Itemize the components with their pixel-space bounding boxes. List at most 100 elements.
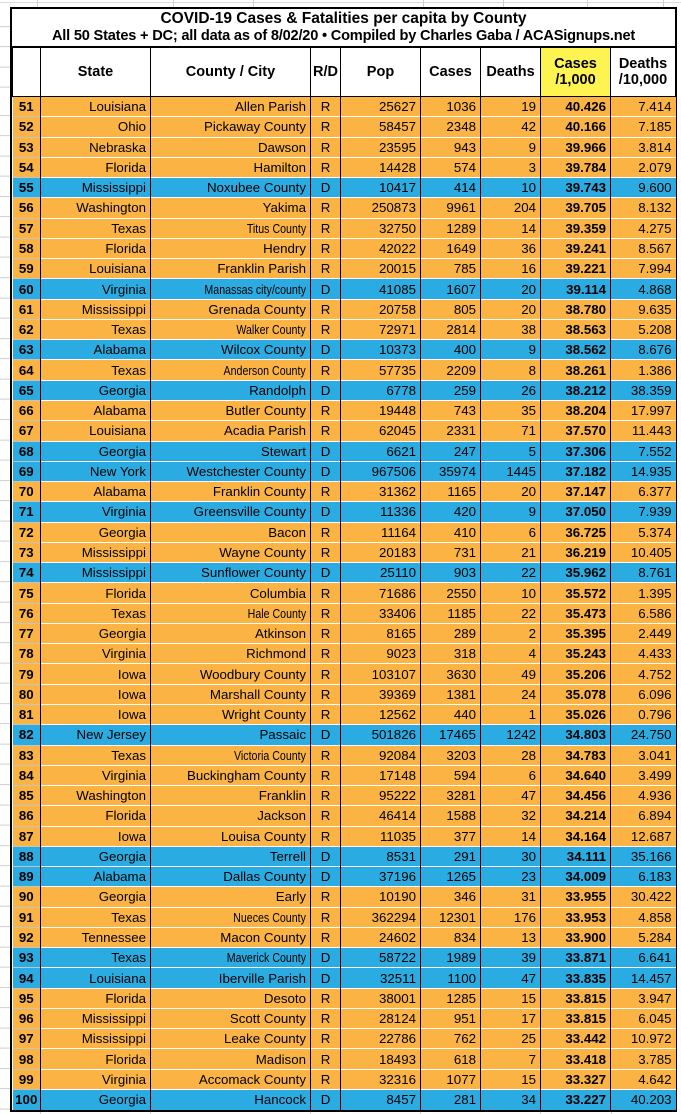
cell-rank: 94 [12,967,41,989]
cell-cases_per_1000: 38.563 [540,318,611,340]
cell-state: Texas [40,906,151,928]
cell-deaths: 24 [480,683,541,705]
cell-cases: 574 [420,156,481,178]
cell-cases: 2814 [420,318,481,340]
cell-state: Georgia [40,521,151,543]
cell-pop: 11035 [340,825,421,847]
table-header-row: State County / City R/D Pop Cases Deaths Cases… [12,47,676,97]
cell-deaths: 14 [480,217,541,239]
cell-party: R [310,116,341,138]
cell-pop: 8165 [340,622,421,644]
column-header-rank [12,47,41,97]
cell-pop: 103107 [340,663,421,685]
cell-county: Columbia [150,582,311,604]
cell-deaths: 15 [480,987,541,1009]
cell-pop: 25110 [340,562,421,583]
cell-rank: 53 [12,136,41,158]
cell-pop: 58457 [340,116,421,138]
cell-pop: 62045 [340,420,421,442]
cell-state: Iowa [40,663,151,685]
cell-cases_per_1000: 35.572 [540,582,611,604]
cell-rank: 81 [12,703,41,725]
cell-party: D [310,177,341,198]
cell-cases_per_1000: 33.815 [540,1007,611,1029]
cell-cases: 1588 [420,805,481,827]
cell-cases: 1381 [420,683,481,705]
cell-state: Alabama [40,481,151,502]
table-row: 76 Texas Hale County R 33406 1185 22 35.473 6.58… [12,602,676,624]
cell-pop: 22786 [340,1028,421,1049]
cell-party: D [310,278,341,300]
cell-rank: 97 [12,1028,41,1049]
cell-rank: 62 [12,318,41,340]
table-row: 70 Alabama Franklin County R 31362 1165 20 37.1… [12,481,676,502]
cell-deaths: 4 [480,643,541,664]
cell-deaths_per_10000: 40.203 [610,1089,676,1110]
cell-party: R [310,298,341,320]
cell-pop: 20758 [340,298,421,320]
cell-cases_per_1000: 39.705 [540,197,611,219]
cell-party: D [310,1089,341,1110]
cell-cases: 743 [420,399,481,421]
cell-county: Franklin [150,785,311,806]
table-row: 89 Alabama Dallas County D 37196 1265 23 34.009… [12,866,676,887]
cell-pop: 31362 [340,481,421,502]
column-header-cases_per_1000: Cases/1,000 [540,47,611,97]
cell-party: D [310,562,341,583]
cell-cases_per_1000: 37.306 [540,440,611,462]
cell-party: R [310,886,341,908]
cell-deaths: 9 [480,339,541,360]
cell-rank: 55 [12,177,41,198]
cell-rank: 66 [12,399,41,421]
cell-pop: 250873 [340,197,421,219]
cell-deaths_per_10000: 30.422 [610,886,676,908]
cell-party: D [310,845,341,867]
cell-deaths_per_10000: 5.284 [610,926,676,948]
cell-deaths: 47 [480,967,541,989]
cell-pop: 25627 [340,95,421,117]
cell-deaths_per_10000: 8.567 [610,237,676,259]
cell-state: Florida [40,156,151,178]
cell-deaths_per_10000: 14.457 [610,967,676,989]
cell-rank: 61 [12,298,41,320]
cell-state: Tennessee [40,926,151,948]
cell-deaths_per_10000: 11.443 [610,420,676,442]
cell-deaths: 22 [480,602,541,624]
cell-state: Georgia [40,886,151,908]
column-header-pop: Pop [340,47,421,97]
cell-party: D [310,866,341,887]
cell-rank: 80 [12,683,41,705]
cell-state: Virginia [40,643,151,664]
table-row: 97 Mississippi Leake County R 22786 762 25 33.4… [12,1028,676,1049]
cell-pop: 32316 [340,1068,421,1090]
cell-cases_per_1000: 37.147 [540,481,611,502]
cell-cases_per_1000: 34.009 [540,866,611,887]
cell-deaths_per_10000: 8.132 [610,197,676,219]
cell-pop: 95222 [340,785,421,806]
table-row: 60 Virginia Manassas city/county D 41085 1607… [12,278,676,300]
cell-cases: 346 [420,886,481,908]
cell-cases: 259 [420,379,481,401]
cell-rank: 98 [12,1048,41,1070]
cell-deaths_per_10000: 4.752 [610,663,676,685]
cell-rank: 57 [12,217,41,239]
table-row: 56 Washington Yakima R 250873 9961 204 39.705 8.… [12,197,676,219]
column-header-county: County / City [150,47,311,97]
cell-deaths_per_10000: 2.079 [610,156,676,178]
table-row: 90 Georgia Early R 10190 346 31 33.955 30.422 [12,886,676,908]
cell-pop: 19448 [340,399,421,421]
cell-cases: 943 [420,136,481,158]
cell-cases_per_1000: 33.955 [540,886,611,908]
cell-cases: 1036 [420,95,481,117]
cell-rank: 90 [12,886,41,908]
cell-county: Titus County [150,217,311,239]
cell-party: R [310,1068,341,1090]
table-row: 79 Iowa Woodbury County R 103107 3630 49 35.206… [12,663,676,685]
cell-cases_per_1000: 35.395 [540,622,611,644]
cell-county: Early [150,886,311,908]
cell-county: Grenada County [150,298,311,320]
cell-cases: 247 [420,440,481,462]
covid-county-table: COVID-19 Cases & Fatalities per capita b… [10,7,677,1112]
cell-state: Virginia [40,1068,151,1090]
cell-county: Madison [150,1048,311,1070]
